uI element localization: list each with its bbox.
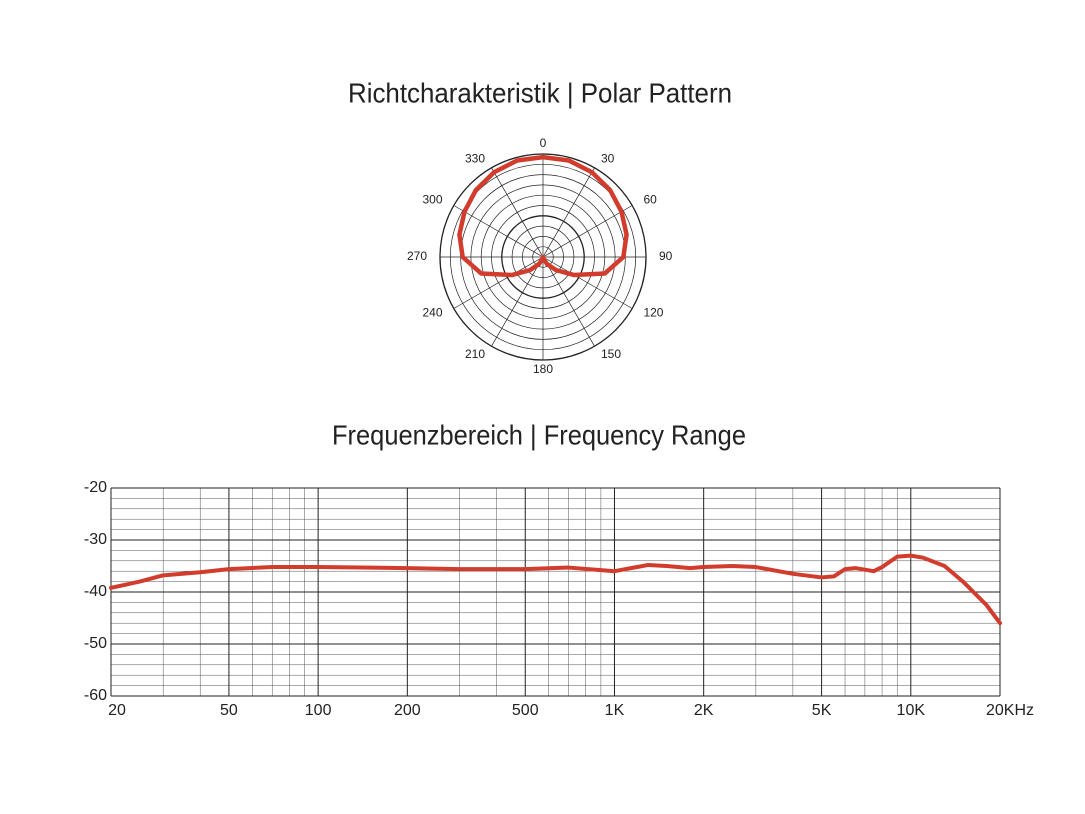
angle-label: 210 bbox=[465, 347, 485, 361]
spoke bbox=[453, 205, 544, 258]
spoke bbox=[453, 256, 544, 309]
angle-label: 30 bbox=[601, 151, 615, 165]
angle-label: 0 bbox=[540, 136, 547, 150]
angle-label: 120 bbox=[643, 306, 663, 320]
angle-label: 90 bbox=[659, 249, 673, 263]
angle-label: 330 bbox=[465, 151, 485, 165]
x-tick-label: 1K bbox=[605, 702, 625, 719]
y-tick-label: -60 bbox=[84, 687, 107, 704]
x-tick-label: 20 bbox=[108, 702, 126, 719]
angle-label: 60 bbox=[643, 193, 657, 207]
spoke bbox=[491, 256, 544, 347]
spoke bbox=[542, 205, 633, 258]
x-tick-label: 100 bbox=[305, 702, 332, 719]
x-tick-label: 200 bbox=[394, 702, 421, 719]
angle-label: 180 bbox=[533, 362, 553, 376]
polar-curve bbox=[457, 154, 629, 278]
x-tick-label: 500 bbox=[512, 702, 539, 719]
spoke bbox=[542, 256, 633, 309]
x-tick-label: 50 bbox=[220, 702, 238, 719]
y-tick-label: -50 bbox=[84, 635, 107, 652]
angle-label: 270 bbox=[407, 249, 427, 263]
angle-label: 150 bbox=[601, 347, 621, 361]
spoke bbox=[491, 167, 544, 258]
spoke bbox=[542, 256, 595, 347]
angle-label: 240 bbox=[423, 306, 443, 320]
x-tick-label: 5K bbox=[812, 702, 832, 719]
angle-label: 300 bbox=[423, 193, 443, 207]
frequency-title: Frequenzbereich | Frequency Range bbox=[332, 419, 746, 450]
y-tick-label: -30 bbox=[84, 531, 107, 548]
x-tick-label: 20KHz bbox=[986, 702, 1034, 719]
y-tick-label: -20 bbox=[84, 479, 107, 496]
spoke bbox=[542, 167, 595, 258]
y-tick-label: -40 bbox=[84, 583, 107, 600]
x-tick-label: 10K bbox=[897, 702, 926, 719]
polar-title: Richtcharakteristik | Polar Pattern bbox=[348, 77, 732, 108]
x-tick-label: 2K bbox=[694, 702, 714, 719]
response-line bbox=[109, 553, 1002, 626]
